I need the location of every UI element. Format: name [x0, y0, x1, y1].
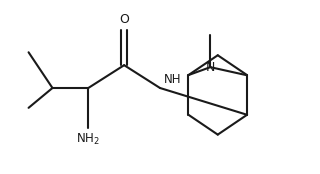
Text: N: N [206, 61, 215, 74]
Text: NH$_2$: NH$_2$ [76, 132, 100, 147]
Text: NH: NH [164, 73, 181, 86]
Text: O: O [119, 14, 129, 26]
